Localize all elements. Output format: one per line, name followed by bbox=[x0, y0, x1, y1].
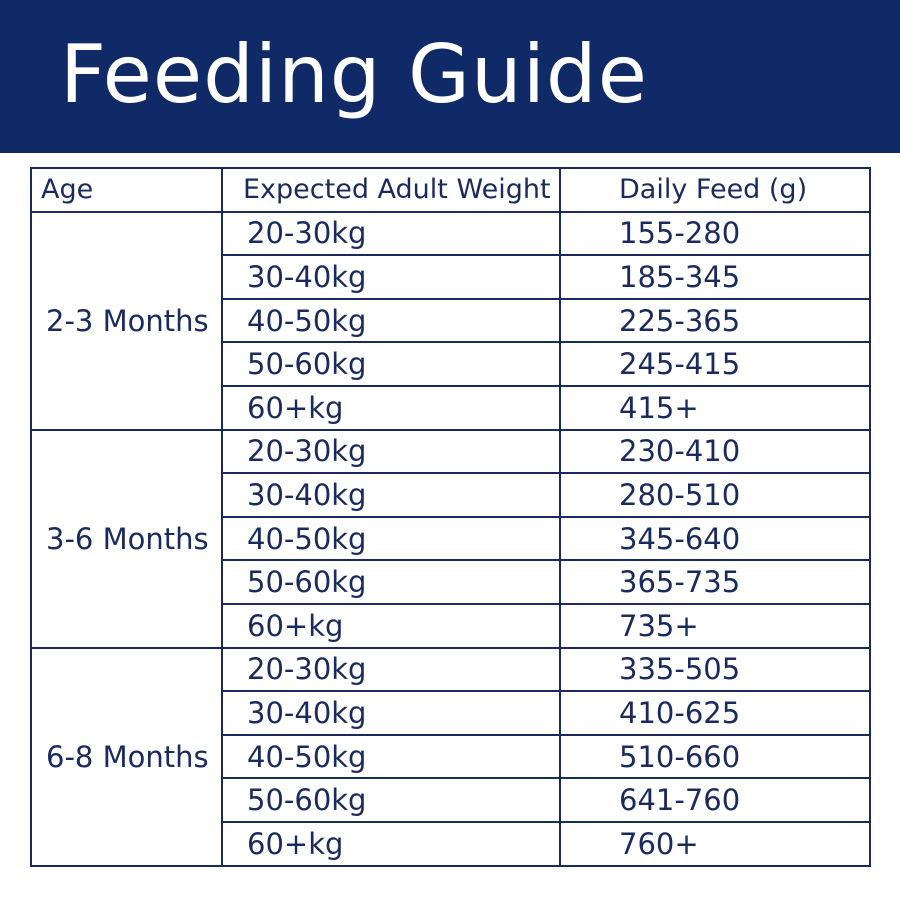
table-row: 3-6 Months 20-30kg 230-410 bbox=[30, 428, 871, 649]
feeding-table: Age Expected Adult Weight Daily Feed (g)… bbox=[30, 167, 871, 867]
weight-cell: 20-30kg bbox=[221, 428, 561, 475]
page-title: Feeding Guide bbox=[60, 28, 648, 121]
weight-cell: 20-30kg bbox=[221, 646, 561, 693]
feed-cell: 365-735 bbox=[559, 559, 871, 605]
weight-cell: 30-40kg bbox=[221, 254, 561, 300]
feed-cell: 185-345 bbox=[559, 254, 871, 300]
table-row: 30-40kg 410-625 bbox=[31, 690, 871, 736]
feed-cell: 225-365 bbox=[559, 297, 871, 344]
feed-cell: 641-760 bbox=[559, 777, 871, 823]
age-group-cell: 3-6 Months bbox=[30, 428, 223, 649]
weight-cell: 50-60kg bbox=[221, 559, 561, 605]
table-row: 60+kg 760+ bbox=[31, 820, 871, 867]
table-row: 40-50kg 510-660 bbox=[31, 733, 871, 780]
feed-cell: 230-410 bbox=[559, 428, 871, 475]
weight-cell: 50-60kg bbox=[221, 341, 561, 387]
feed-cell: 345-640 bbox=[559, 515, 871, 562]
weight-cell: 40-50kg bbox=[221, 733, 561, 780]
header-weight: Expected Adult Weight bbox=[221, 167, 561, 213]
table-row: 30-40kg 185-345 bbox=[31, 254, 871, 300]
feed-cell: 155-280 bbox=[559, 210, 871, 257]
weight-cell: 40-50kg bbox=[221, 515, 561, 562]
table-row: 60+kg 415+ bbox=[31, 384, 871, 431]
title-banner: Feeding Guide bbox=[0, 0, 900, 153]
table-row: 40-50kg 345-640 bbox=[31, 515, 871, 562]
table-row: 2-3 Months 20-30kg 155-280 bbox=[30, 210, 871, 431]
weight-cell: 20-30kg bbox=[221, 210, 561, 257]
feed-cell: 335-505 bbox=[559, 646, 871, 693]
feed-cell: 510-660 bbox=[559, 733, 871, 780]
table-row: 50-60kg 641-760 bbox=[31, 777, 871, 823]
table-row: 60+kg 735+ bbox=[31, 602, 871, 649]
table-row: 6-8 Months 20-30kg 335-505 bbox=[30, 646, 871, 867]
weight-cell: 60+kg bbox=[221, 384, 561, 431]
header-row: Age Expected Adult Weight Daily Feed (g) bbox=[30, 167, 871, 213]
weight-cell: 30-40kg bbox=[221, 472, 561, 518]
weight-cell: 30-40kg bbox=[221, 690, 561, 736]
table-row: 40-50kg 225-365 bbox=[31, 297, 871, 344]
table-row: 50-60kg 365-735 bbox=[31, 559, 871, 605]
table-row: 50-60kg 245-415 bbox=[31, 341, 871, 387]
feed-cell: 245-415 bbox=[559, 341, 871, 387]
feed-cell: 415+ bbox=[559, 384, 871, 431]
feed-cell: 760+ bbox=[559, 820, 871, 867]
header-age: Age bbox=[30, 167, 223, 213]
table-body: 2-3 Months 20-30kg 155-280 30-40kg 185-3… bbox=[30, 210, 871, 867]
weight-cell: 50-60kg bbox=[221, 777, 561, 823]
feed-cell: 735+ bbox=[559, 602, 871, 649]
feed-cell: 280-510 bbox=[559, 472, 871, 518]
age-group-cell: 2-3 Months bbox=[30, 210, 223, 431]
feed-cell: 410-625 bbox=[559, 690, 871, 736]
weight-cell: 60+kg bbox=[221, 820, 561, 867]
age-group-cell: 6-8 Months bbox=[30, 646, 223, 867]
weight-cell: 60+kg bbox=[221, 602, 561, 649]
table-row: 30-40kg 280-510 bbox=[31, 472, 871, 518]
header-feed: Daily Feed (g) bbox=[559, 167, 871, 213]
weight-cell: 40-50kg bbox=[221, 297, 561, 344]
